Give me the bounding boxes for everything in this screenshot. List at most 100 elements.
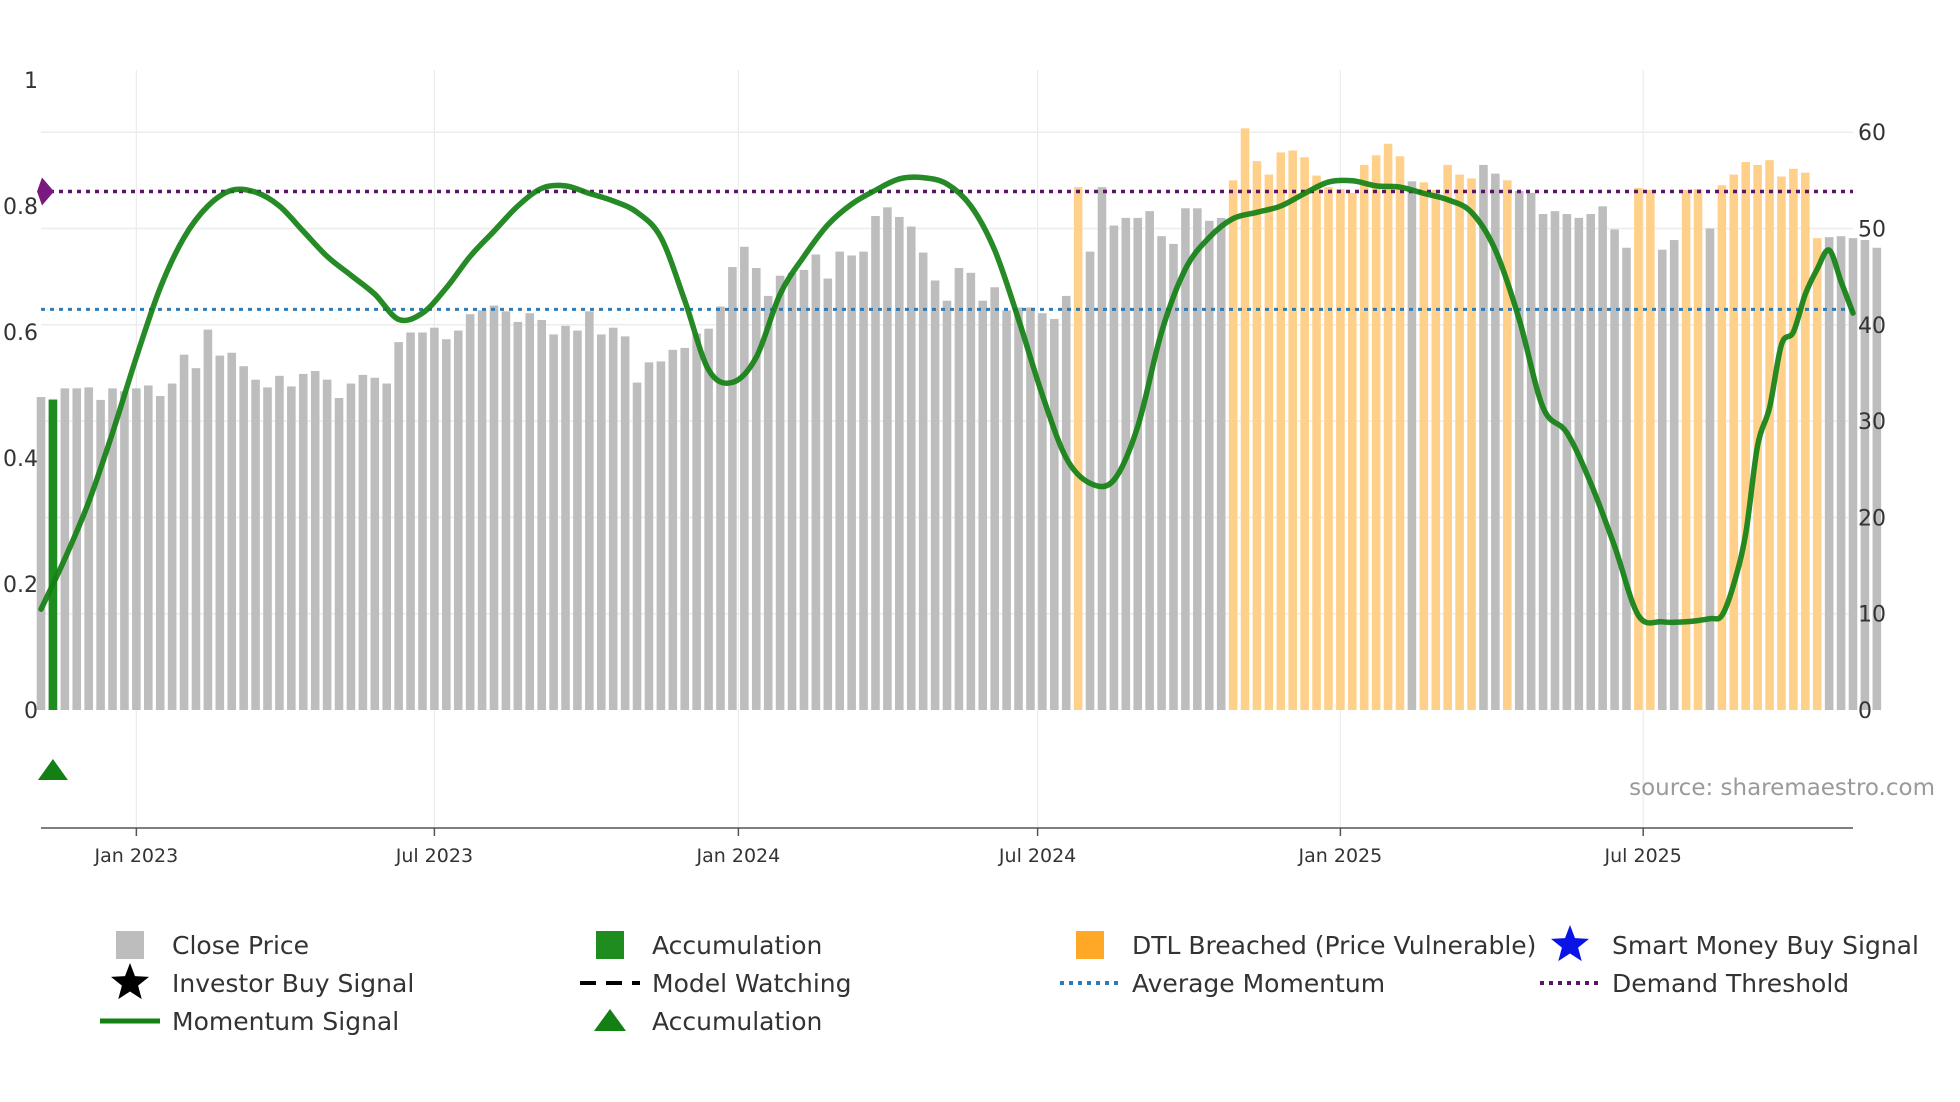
close-price-bar bbox=[179, 354, 189, 710]
close-price-bar bbox=[358, 374, 368, 710]
close-price-bar bbox=[704, 328, 713, 710]
legend-label: Demand Threshold bbox=[1612, 969, 1849, 998]
dtl-breached-bar bbox=[1812, 238, 1822, 710]
close-price-bar bbox=[573, 330, 582, 710]
close-price-bar bbox=[1061, 295, 1071, 710]
close-price-bar bbox=[644, 362, 654, 710]
legend-item: Demand Threshold bbox=[1540, 969, 1849, 998]
accumulation-bar bbox=[48, 399, 58, 710]
close-price-bar bbox=[334, 397, 344, 710]
close-price-bar bbox=[1216, 217, 1226, 711]
legend-item: Accumulation bbox=[596, 931, 822, 960]
dtl-breached-bar bbox=[1729, 174, 1739, 710]
close-price-bar bbox=[596, 334, 606, 710]
left-tick-label: 0 bbox=[24, 699, 38, 724]
dtl-breached-bar bbox=[1443, 164, 1452, 710]
close-price-bar bbox=[763, 295, 773, 710]
close-price-bar bbox=[1514, 190, 1524, 710]
dtl-breached-bar bbox=[1789, 168, 1798, 710]
dtl-breached-bar bbox=[1431, 189, 1441, 711]
legend-star-icon bbox=[110, 963, 150, 1000]
legend-star-icon bbox=[1550, 925, 1590, 962]
legend-label: Investor Buy Signal bbox=[172, 969, 414, 998]
dtl-breached-bar bbox=[1395, 156, 1405, 710]
legend-item: Momentum Signal bbox=[100, 1007, 399, 1036]
close-price-bar bbox=[561, 325, 570, 710]
legend-label: Accumulation bbox=[652, 1007, 822, 1036]
x-tick-label: Jan 2023 bbox=[94, 845, 179, 867]
legend-item: Smart Money Buy Signal bbox=[1550, 925, 1919, 962]
dtl-breached-bar bbox=[1383, 143, 1393, 711]
close-price-bar bbox=[1669, 240, 1679, 710]
close-price-bar bbox=[251, 379, 260, 710]
legend-swatch bbox=[596, 931, 624, 959]
close-price-bar bbox=[620, 336, 630, 710]
close-price-bar bbox=[692, 333, 701, 710]
close-price-bar bbox=[501, 311, 511, 710]
x-tick-label: Jul 2024 bbox=[998, 845, 1076, 867]
close-price-bar bbox=[668, 349, 678, 710]
dtl-breached-bar bbox=[1777, 176, 1786, 711]
close-price-bar bbox=[203, 329, 213, 710]
right-tick-label: 50 bbox=[1858, 218, 1886, 243]
close-price-bar bbox=[608, 327, 618, 710]
close-price-bar bbox=[1026, 307, 1035, 710]
close-price-bar bbox=[418, 332, 427, 710]
legend-label: Smart Money Buy Signal bbox=[1612, 931, 1919, 960]
close-price-bar bbox=[1181, 208, 1190, 711]
right-tick-label: 40 bbox=[1858, 314, 1886, 339]
close-price-bar bbox=[1049, 319, 1059, 710]
close-price-bar bbox=[656, 361, 666, 710]
close-price-bar bbox=[1872, 247, 1882, 710]
close-price-bar bbox=[1193, 208, 1202, 711]
close-price-bar bbox=[585, 311, 594, 710]
dtl-breached-bar bbox=[1502, 180, 1512, 711]
close-price-bar bbox=[60, 388, 70, 710]
close-price-bar bbox=[1860, 240, 1870, 710]
dtl-breached-bar bbox=[1312, 175, 1321, 710]
close-price-bar bbox=[477, 310, 487, 710]
close-price-bar bbox=[489, 305, 499, 710]
close-price-bar bbox=[537, 319, 546, 710]
close-price-bar bbox=[84, 387, 93, 710]
close-price-bar bbox=[1836, 236, 1846, 711]
legend-item: DTL Breached (Price Vulnerable) bbox=[1076, 931, 1536, 960]
close-price-bar bbox=[966, 272, 976, 710]
close-price-bar bbox=[394, 342, 403, 710]
close-price-bar bbox=[1133, 217, 1143, 711]
close-price-bar bbox=[298, 373, 308, 710]
x-tick-label: Jul 2023 bbox=[395, 845, 473, 867]
close-price-bar bbox=[1550, 211, 1560, 710]
close-price-bar bbox=[1586, 214, 1596, 710]
close-price-bar bbox=[191, 368, 201, 710]
right-tick-label: 0 bbox=[1858, 699, 1872, 724]
close-price-bar bbox=[430, 327, 439, 710]
close-price-bar bbox=[1538, 214, 1548, 710]
dtl-breached-bar bbox=[1646, 189, 1655, 711]
right-tick-label: 20 bbox=[1858, 506, 1886, 531]
dtl-breached-bar bbox=[1228, 180, 1238, 711]
legend-item: Model Watching bbox=[580, 969, 852, 998]
close-price-bar bbox=[1705, 228, 1715, 710]
close-price-bar bbox=[346, 383, 356, 710]
dtl-breached-bar bbox=[1371, 155, 1381, 710]
left-tick-label: 0.8 bbox=[3, 195, 38, 220]
close-price-bar bbox=[883, 207, 892, 710]
close-price-bar bbox=[871, 215, 880, 710]
legend-item: Close Price bbox=[116, 931, 309, 960]
close-price-bar bbox=[859, 251, 868, 710]
close-price-bar bbox=[263, 387, 272, 710]
close-price-bar bbox=[1562, 214, 1572, 710]
legend-label: Model Watching bbox=[652, 969, 852, 998]
dtl-breached-bar bbox=[1288, 150, 1298, 710]
close-price-bar bbox=[1824, 237, 1834, 711]
dtl-breached-bar bbox=[1717, 185, 1727, 711]
close-price-bar bbox=[954, 267, 964, 710]
legend-item: Investor Buy Signal bbox=[110, 963, 414, 1000]
close-price-bar bbox=[1848, 238, 1858, 710]
right-tick-label: 60 bbox=[1858, 121, 1886, 146]
close-price-bar bbox=[108, 388, 117, 710]
dtl-breached-bar bbox=[1264, 174, 1274, 710]
dtl-breached-bar bbox=[1348, 192, 1357, 710]
close-price-bar bbox=[1097, 187, 1107, 710]
